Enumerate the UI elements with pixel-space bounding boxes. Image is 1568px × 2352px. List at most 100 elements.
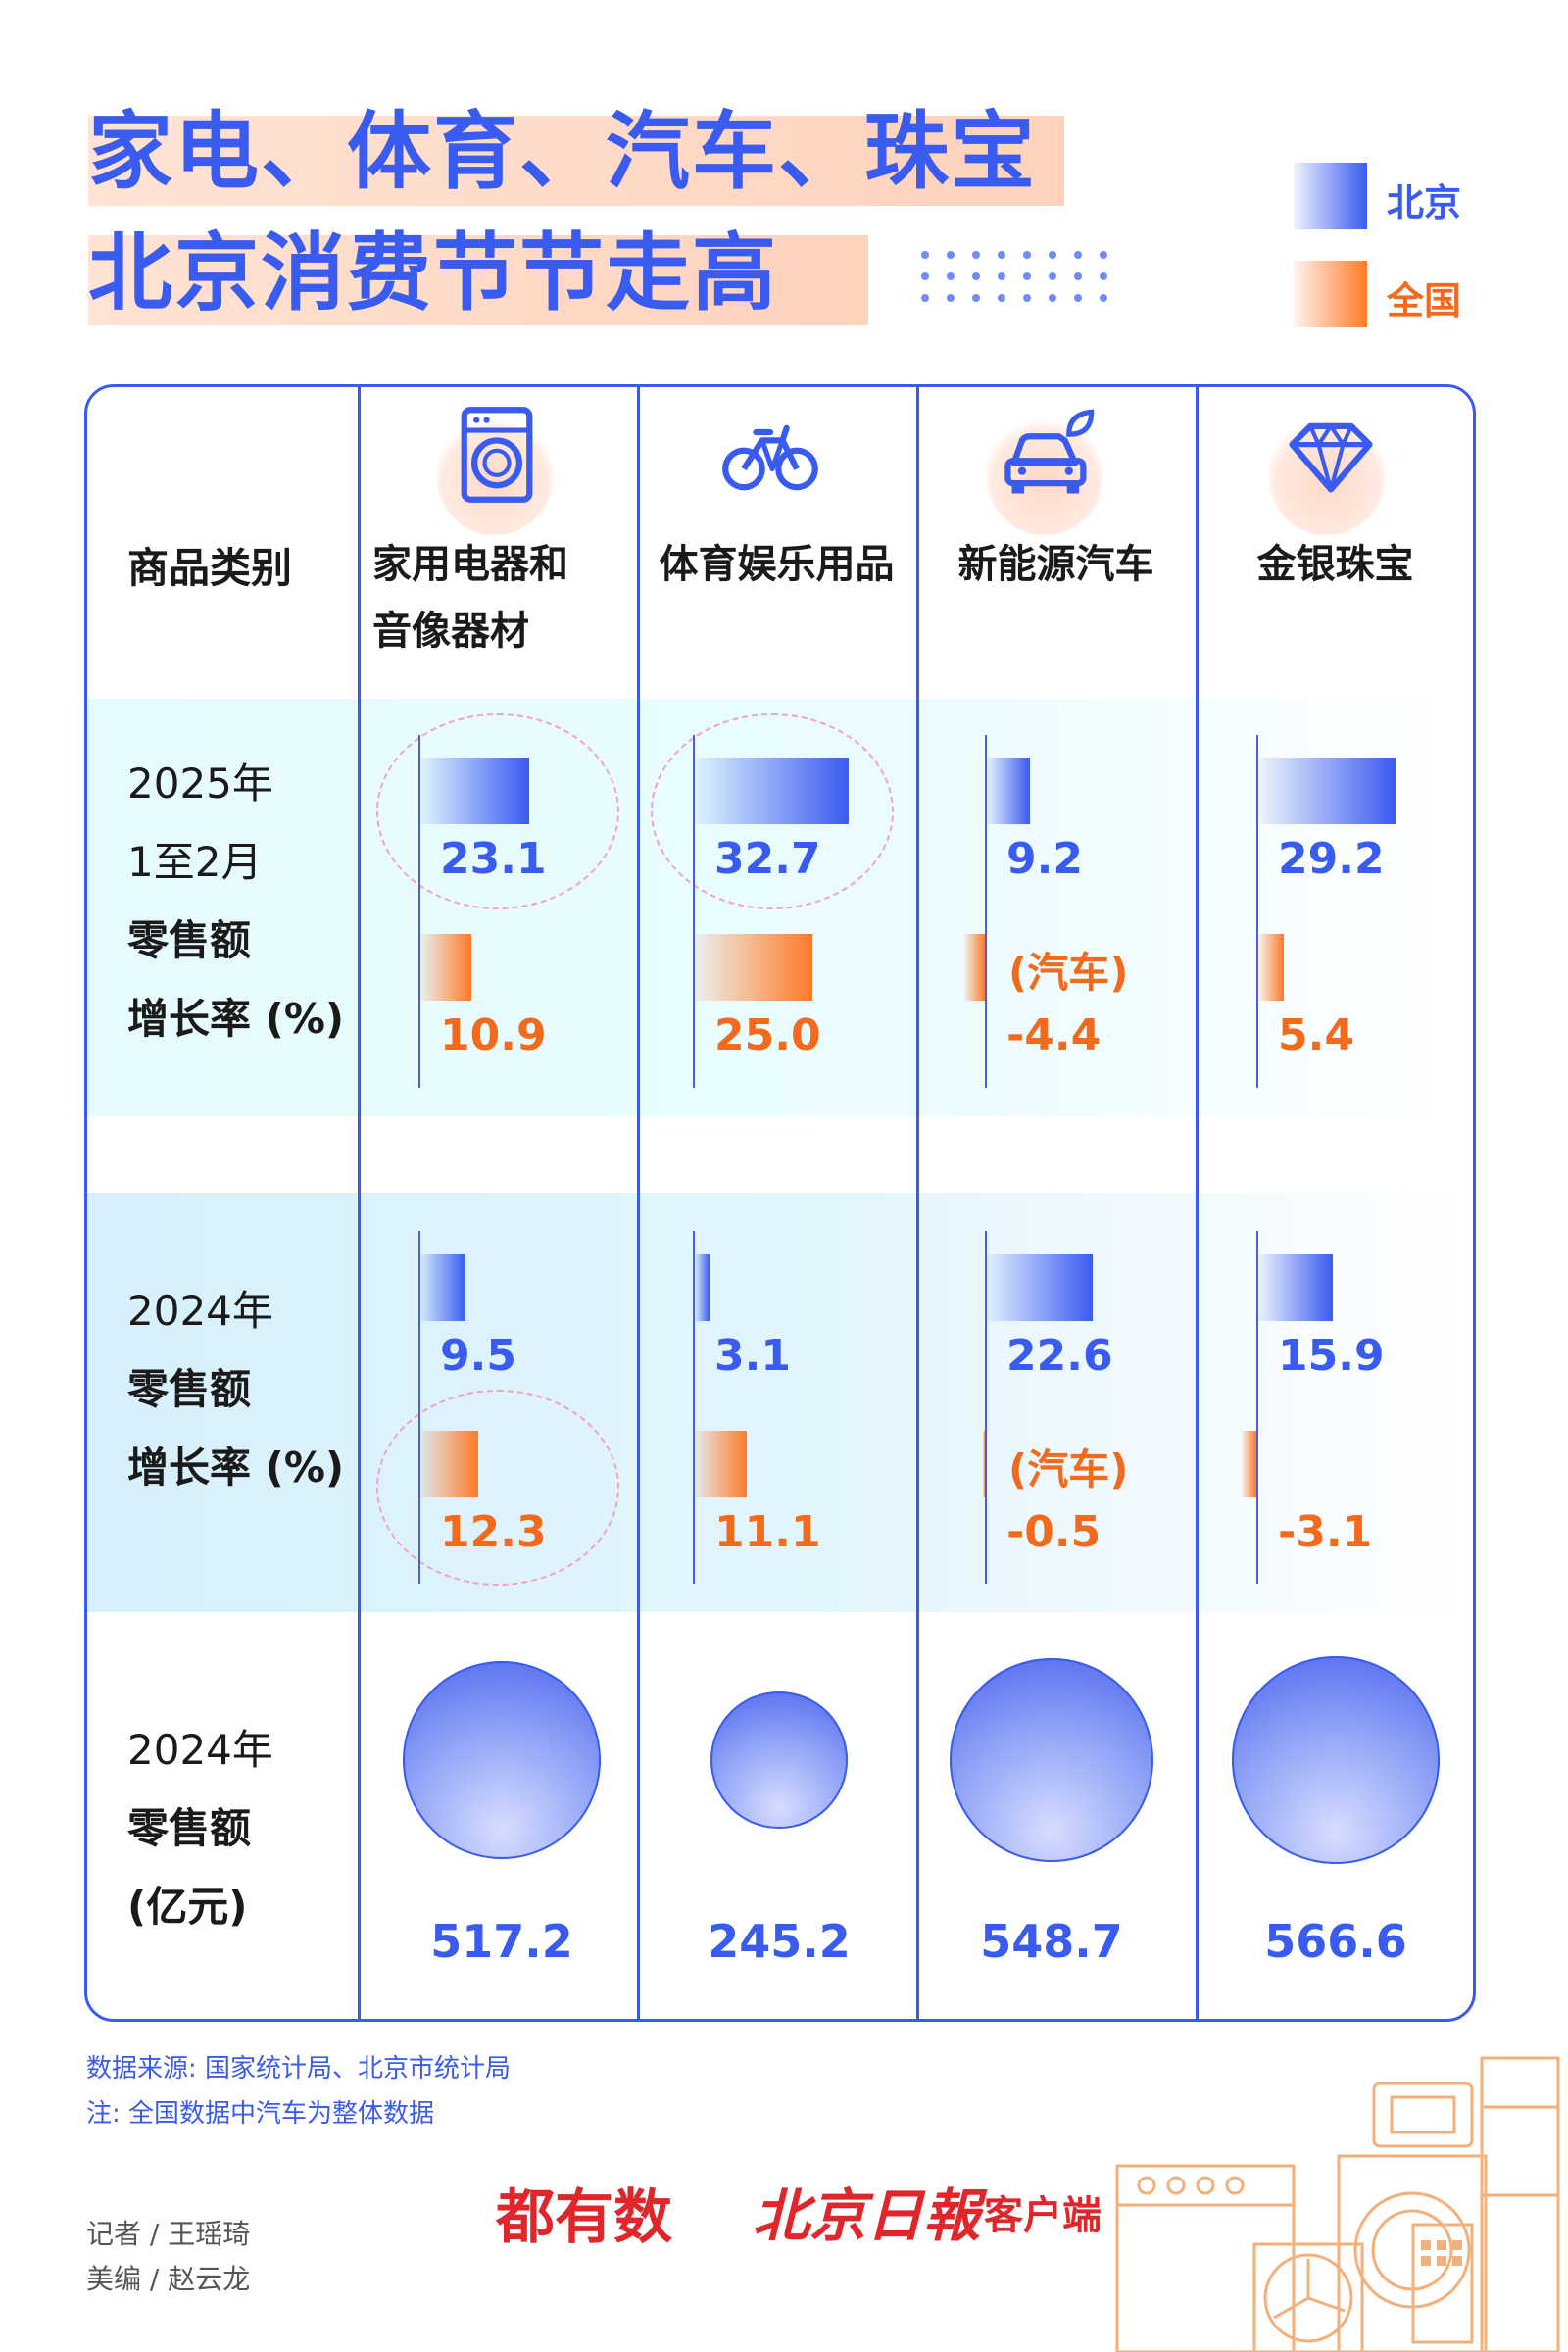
category-name-ev: 新能源汽车 (916, 531, 1196, 598)
bubble-value-sports: 245.2 (708, 1915, 851, 1968)
band-2024 (87, 1193, 1473, 1612)
bubble-jewelry (1232, 1656, 1440, 1864)
row-label-2024: 2024年 零售额 增长率 (%) (127, 1272, 344, 1507)
axis-2024-appliances (418, 1231, 420, 1584)
value-beijing-2024-jewelry: 15.9 (1278, 1331, 1385, 1381)
bubble-appliances (402, 1660, 602, 1860)
value-beijing-2025-sports: 32.7 (714, 834, 821, 884)
page-title-line2: 北京消费节节走高 (88, 224, 778, 322)
electric-car-icon (1004, 409, 1095, 494)
axis-2024-ev (985, 1231, 987, 1584)
diamond-icon (1289, 422, 1373, 493)
bar-national-2025-appliances (420, 934, 472, 1001)
row-label-sales-l3: (亿元) (127, 1883, 248, 1931)
bubble-value-ev: 548.7 (980, 1915, 1123, 1968)
bar-national-2024-jewelry (1242, 1431, 1256, 1497)
car-note-2024: (汽车) (1008, 1446, 1129, 1494)
editor-credit: 美编 / 赵云龙 (86, 2263, 251, 2295)
bar-beijing-2024-sports (695, 1254, 710, 1321)
column-divider-3 (916, 387, 919, 2019)
title-highlight-2 (88, 235, 868, 325)
row-label-2025-l1: 2025年 (127, 760, 273, 808)
page-title-line1: 家电、体育、汽车、珠宝 (88, 103, 1037, 201)
category-name-jewelry: 金银珠宝 (1196, 531, 1475, 598)
data-source: 数据来源: 国家统计局、北京市统计局 (86, 2054, 512, 2083)
bubble-value-appliances: 517.2 (430, 1915, 573, 1968)
data-note: 注: 全国数据中汽车为整体数据 (86, 2099, 435, 2129)
value-national-2025-jewelry: 5.4 (1278, 1010, 1354, 1060)
axis-2025-appliances (418, 735, 420, 1088)
bar-beijing-2025-sports (695, 758, 849, 824)
value-national-2025-ev: -4.4 (1006, 1010, 1102, 1060)
category-name-ev-line1: 新能源汽车 (957, 542, 1154, 587)
car-note-2025: (汽车) (1008, 949, 1129, 997)
bar-beijing-2025-ev (987, 758, 1031, 824)
row-label-2025-l2: 1至2月 (127, 838, 263, 886)
value-national-2024-appliances: 12.3 (440, 1507, 547, 1557)
row-label-sales-l2: 零售额 (127, 1804, 252, 1852)
bar-beijing-2025-appliances (420, 758, 529, 824)
axis-2025-jewelry (1256, 735, 1258, 1088)
bicycle-icon (722, 424, 818, 491)
bar-national-2025-sports (695, 934, 812, 1001)
value-beijing-2024-sports: 3.1 (714, 1331, 791, 1381)
bar-national-2024-ev (982, 1431, 985, 1497)
washing-machine-icon (461, 407, 533, 503)
value-national-2025-sports: 25.0 (714, 1010, 821, 1060)
bar-national-2024-sports (695, 1431, 748, 1497)
value-national-2025-appliances: 10.9 (440, 1010, 547, 1060)
value-national-2024-jewelry: -3.1 (1278, 1507, 1373, 1557)
bar-beijing-2024-appliances (420, 1254, 466, 1321)
bar-national-2024-appliances (420, 1431, 479, 1497)
axis-2024-sports (693, 1231, 695, 1584)
value-beijing-2024-appliances: 9.5 (440, 1331, 516, 1381)
axis-2025-ev (985, 735, 987, 1088)
legend-label-beijing: 北京 (1387, 181, 1462, 224)
header-row-label: 商品类别 (127, 544, 293, 592)
row-label-2024-l2: 零售额 (127, 1365, 252, 1413)
category-name-sports: 体育娱乐用品 (637, 531, 916, 598)
row-label-sales: 2024年 零售额 (亿元) (127, 1711, 273, 1946)
column-divider-2 (637, 387, 640, 2019)
bubble-sports (710, 1691, 848, 1829)
brand-logo-duyoushu: 都有数 (496, 2183, 672, 2252)
bar-national-2025-ev (963, 934, 985, 1001)
bar-beijing-2025-jewelry (1258, 758, 1396, 824)
brand-logo-beijing-daily: 北京日報 (753, 2182, 981, 2249)
value-beijing-2025-appliances: 23.1 (440, 834, 547, 884)
row-label-sales-l1: 2024年 (127, 1726, 273, 1774)
highlight-circle-sports-2025 (651, 713, 894, 909)
category-name-sports-line1: 体育娱乐用品 (659, 542, 895, 587)
legend-swatch-beijing (1294, 163, 1367, 229)
value-national-2024-ev: -0.5 (1006, 1507, 1102, 1557)
appliance-illustration (1115, 2056, 1560, 2352)
row-label-2024-l1: 2024年 (127, 1287, 273, 1335)
highlight-circle-appliances-2024 (376, 1390, 619, 1586)
value-national-2024-sports: 11.1 (714, 1507, 821, 1557)
bubble-ev (949, 1657, 1154, 1863)
value-beijing-2024-ev: 22.6 (1006, 1331, 1113, 1381)
category-name-appliances-line1: 家用电器和 (372, 542, 568, 587)
column-divider-1 (358, 387, 361, 2019)
legend-swatch-national (1294, 261, 1367, 327)
bar-beijing-2024-ev (987, 1254, 1094, 1321)
reporter-credit: 记者 / 王瑶琦 (86, 2218, 251, 2250)
category-name-appliances-line2: 音像器材 (372, 609, 529, 654)
bar-beijing-2024-jewelry (1258, 1254, 1334, 1321)
highlight-circle-appliances-2025 (376, 713, 619, 909)
row-label-2025-l4: 增长率 (%) (127, 995, 345, 1043)
category-name-jewelry-line1: 金银珠宝 (1256, 542, 1414, 587)
value-beijing-2025-jewelry: 29.2 (1278, 834, 1385, 884)
axis-2025-sports (693, 735, 695, 1088)
bubble-value-jewelry: 566.6 (1264, 1915, 1407, 1968)
brand-logo-client: 客户端 (984, 2193, 1102, 2238)
title-highlight-1 (88, 116, 1064, 206)
row-label-2025-l3: 零售额 (127, 916, 252, 964)
axis-2024-jewelry (1256, 1231, 1258, 1584)
category-name-appliances: 家用电器和 音像器材 (372, 531, 627, 664)
row-label-2024-l3: 增长率 (%) (127, 1444, 345, 1492)
value-beijing-2025-ev: 9.2 (1006, 834, 1083, 884)
row-label-2025: 2025年 1至2月 零售额 增长率 (%) (127, 745, 344, 1058)
legend-label-national: 全国 (1387, 279, 1462, 322)
column-divider-4 (1196, 387, 1199, 2019)
